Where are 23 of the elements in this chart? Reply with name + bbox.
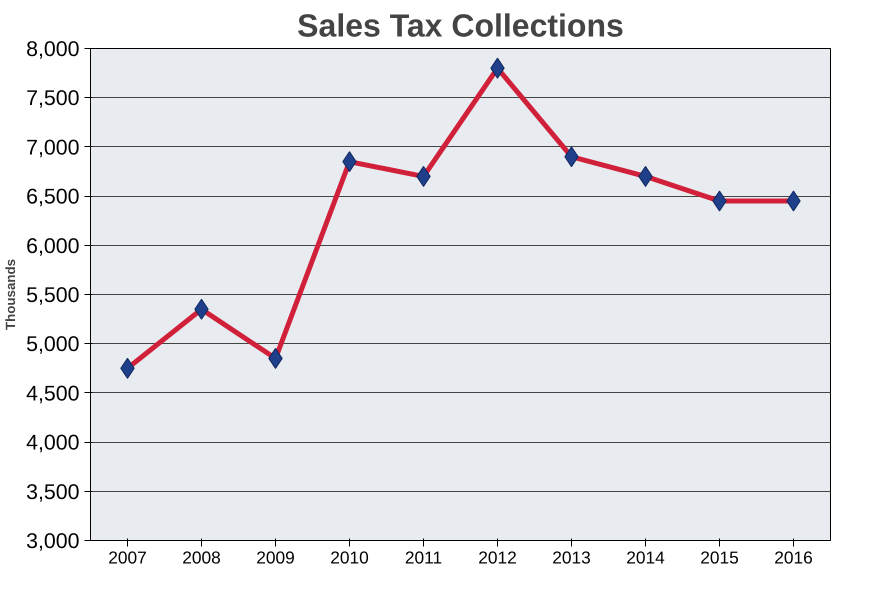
y-tick-label: 6,000 [26,234,80,258]
y-tick-label: 5,000 [26,332,80,356]
y-tick-label: 7,000 [26,135,80,160]
x-tick-label: 2007 [108,548,147,568]
x-tick-label: 2010 [330,548,369,568]
x-tick-label: 2008 [182,548,221,568]
y-tick-label: 7,500 [26,86,80,110]
x-tick-label: 2012 [478,548,517,568]
chart-title: Sales Tax Collections [297,8,624,44]
y-tick-label: 4,000 [26,430,80,455]
x-tick-label: 2009 [256,548,295,568]
y-tick-label: 4,500 [26,381,80,406]
y-tick-label: 8,000 [26,37,80,61]
y-tick-label: 3,500 [26,480,80,504]
x-tick-label: 2016 [774,548,813,568]
x-tick-label: 2011 [404,548,442,568]
x-tick-label: 2014 [626,548,666,568]
y-tick-label: 6,500 [26,184,80,209]
y-axis-title: Thousands [3,258,18,330]
x-tick-label: 2015 [700,548,739,568]
y-tick-label: 5,500 [26,283,80,307]
y-tick-label: 3,000 [26,529,80,553]
x-tick-label: 2013 [552,548,591,568]
